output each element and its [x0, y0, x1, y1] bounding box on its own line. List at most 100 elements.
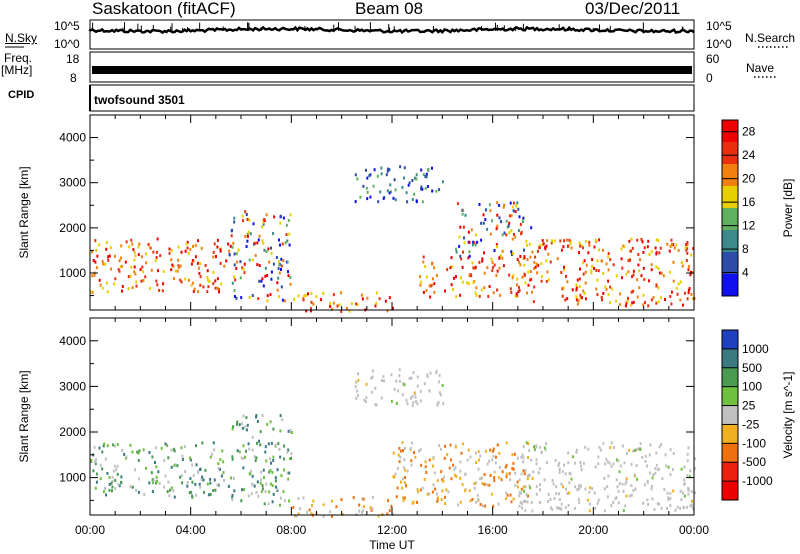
scatter-cell: [248, 218, 251, 222]
scatter-cell: [402, 449, 404, 453]
scatter-cell: [438, 188, 441, 192]
scatter-cell: [647, 239, 650, 243]
scatter-cell: [426, 185, 429, 188]
scatter-cell: [147, 242, 150, 246]
colorbar-segment: [722, 462, 738, 482]
scatter-cell: [268, 490, 271, 494]
scatter-cell: [271, 484, 274, 488]
scatter-cell: [173, 495, 176, 499]
y-tick-label: 4000: [59, 334, 86, 348]
scatter-cell: [556, 257, 559, 261]
scatter-cell: [170, 465, 173, 469]
scatter-cell: [262, 241, 265, 245]
scatter-cell: [94, 239, 97, 243]
scatter-cell: [463, 241, 466, 245]
scatter-cell: [681, 264, 684, 268]
scatter-cell: [523, 499, 525, 503]
panel-background: [90, 318, 694, 515]
scatter-cell: [267, 502, 270, 506]
scatter-cell: [677, 248, 680, 252]
scatter-cell: [332, 301, 335, 305]
scatter-cell: [425, 275, 428, 279]
date-title: 03/Dec/2011: [585, 0, 681, 18]
scatter-cell: [428, 284, 431, 288]
scatter-cell: [361, 511, 364, 514]
scatter-cell: [483, 251, 485, 255]
scatter-cell: [521, 506, 524, 510]
scatter-cell: [258, 279, 261, 283]
scatter-cell: [355, 396, 358, 400]
scatter-cell: [427, 168, 430, 171]
scatter-cell: [574, 461, 576, 465]
scatter-cell: [689, 273, 692, 277]
scatter-cell: [190, 262, 193, 266]
scatter-cell: [263, 476, 265, 480]
scatter-cell: [111, 480, 114, 483]
scatter-cell: [102, 490, 105, 494]
scatter-cell: [374, 403, 377, 407]
scatter-cell: [424, 187, 427, 190]
scatter-cell: [499, 466, 501, 469]
scatter-cell: [630, 303, 633, 307]
scatter-cell: [636, 238, 639, 242]
scatter-cell: [289, 430, 292, 434]
scatter-cell: [140, 255, 143, 259]
scatter-cell: [617, 489, 620, 493]
scatter-cell: [180, 446, 183, 450]
scatter-cell: [650, 298, 653, 302]
scatter-cell: [197, 266, 200, 270]
scatter-cell: [399, 165, 402, 169]
scatter-cell: [173, 449, 176, 453]
scatter-cell: [516, 258, 519, 261]
scatter-cell: [551, 479, 554, 482]
scatter-cell: [666, 491, 669, 495]
scatter-cell: [170, 268, 173, 272]
scatter-cell: [410, 376, 413, 380]
scatter-cell: [201, 441, 204, 445]
scatter-cell: [543, 478, 546, 482]
scatter-cell: [365, 382, 368, 386]
scatter-cell: [254, 459, 257, 463]
scatter-cell: [636, 278, 639, 282]
scatter-cell: [257, 297, 260, 301]
scatter-cell: [516, 277, 519, 281]
freq-unit-label: [MHz]: [1, 63, 33, 77]
scatter-cell: [584, 270, 587, 274]
scatter-cell: [414, 455, 417, 459]
scatter-cell: [627, 270, 630, 274]
scatter-cell: [405, 398, 408, 402]
scatter-cell: [402, 499, 405, 503]
colorbar-segment: [722, 386, 738, 406]
nsky-line: [88, 25, 695, 35]
scatter-cell: [272, 455, 275, 459]
scatter-cell: [380, 172, 383, 176]
scatter-cell: [121, 289, 123, 293]
scatter-cell: [450, 256, 453, 260]
scatter-cell: [478, 260, 481, 264]
scatter-cell: [135, 488, 138, 492]
scatter-cell: [243, 488, 246, 491]
scatter-cell: [276, 487, 279, 491]
scatter-cell: [514, 210, 517, 214]
nsky-trace: [88, 22, 695, 35]
scatter-cell: [195, 493, 197, 497]
scatter-cell: [160, 446, 163, 450]
scatter-cell: [683, 465, 686, 469]
scatter-cell: [546, 239, 549, 243]
scatter-cell: [218, 288, 220, 292]
scatter-cell: [180, 280, 183, 284]
scatter-cell: [508, 214, 511, 218]
scatter-cell: [533, 267, 536, 270]
scatter-cell: [687, 446, 690, 450]
scatter-cell: [585, 263, 588, 267]
scatter-cell: [679, 298, 682, 302]
scatter-cell: [493, 479, 496, 483]
scatter-cell: [539, 501, 542, 504]
scatter-cell: [659, 246, 662, 250]
scatter-cell: [413, 192, 416, 196]
scatter-cell: [365, 186, 368, 190]
scatter-cell: [95, 248, 98, 252]
scatter-cell: [679, 489, 682, 493]
scatter-cell: [558, 498, 561, 502]
scatter-cell: [239, 276, 242, 280]
